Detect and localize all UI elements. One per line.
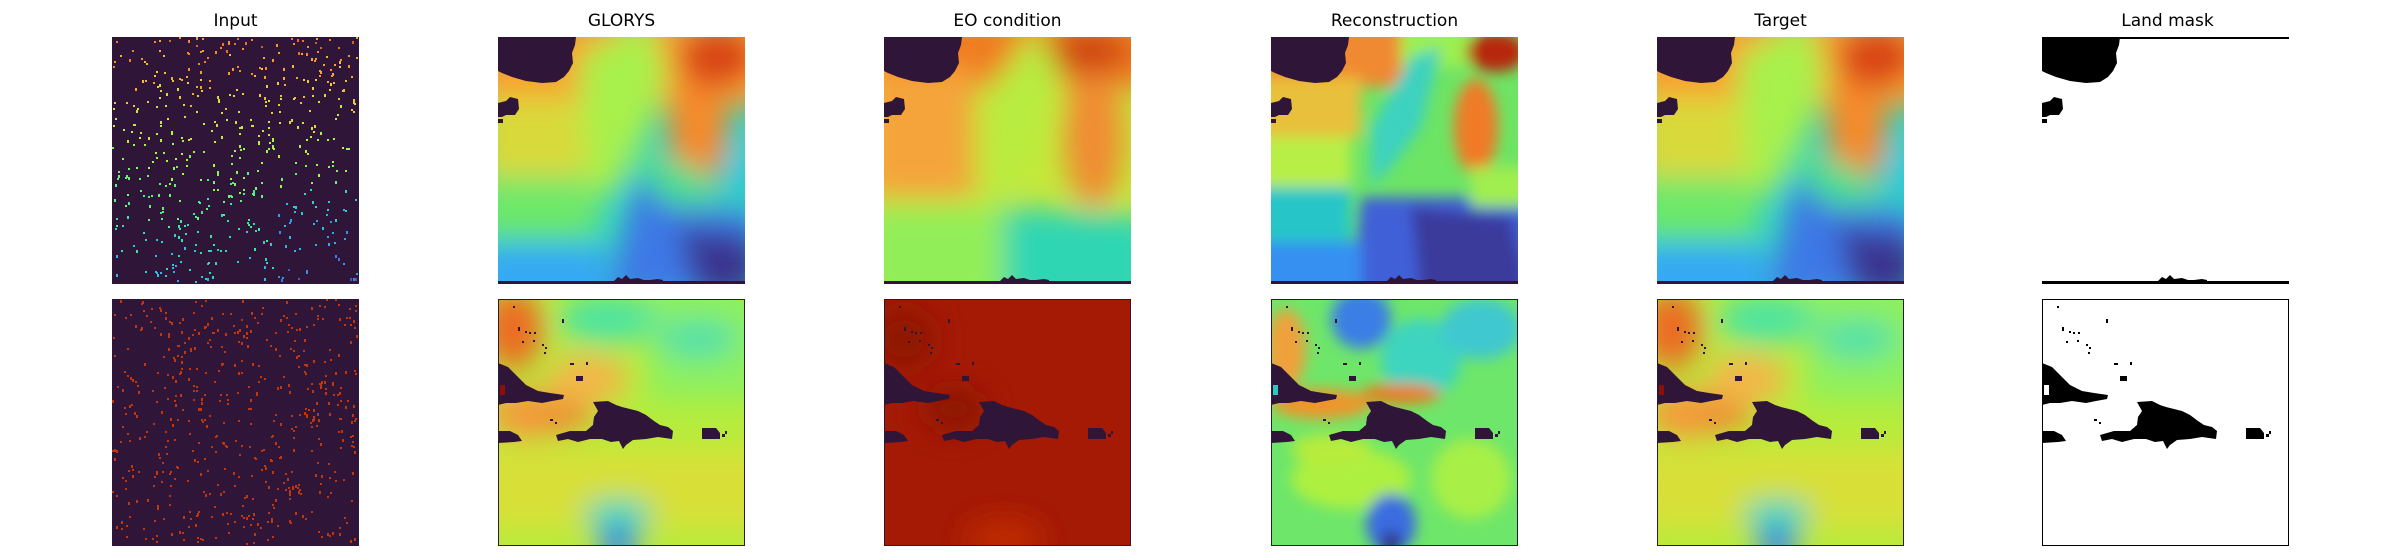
sparse-observation-points (112, 37, 358, 283)
panel-target-bottom (1657, 299, 1904, 546)
panel-reconstruction-bottom (1271, 299, 1518, 546)
panel-reconstruction-top (1271, 37, 1518, 284)
panel-eo-condition-top (884, 37, 1131, 284)
panel-glorys-bottom (498, 299, 745, 546)
ssh-field-glorys-top (498, 37, 745, 284)
column-title-input: Input (213, 11, 258, 31)
ssh-field-glorys-bottom (498, 299, 745, 546)
panel-eo-condition-bottom (884, 299, 1131, 546)
ssh-field-reconstruction-bottom (1271, 299, 1518, 546)
land-mask-top (2042, 37, 2289, 284)
column-title-eo-condition: EO condition (953, 11, 1062, 31)
panel-land-mask-bottom (2042, 299, 2289, 546)
ssh-field-reconstruction-top (1271, 37, 1518, 284)
sparse-observation-points (112, 299, 358, 545)
ssh-field-target-bottom (1657, 299, 1904, 546)
ssh-field-target-top (1657, 37, 1904, 284)
panel-input-bottom (112, 299, 359, 546)
column-title-land-mask: Land mask (2121, 11, 2214, 31)
ssh-field-eo-bottom (884, 299, 1131, 546)
panel-input-top (112, 37, 359, 284)
column-title-reconstruction: Reconstruction (1330, 11, 1459, 31)
land-mask-bottom (2042, 306, 2271, 449)
column-title-glorys: GLORYS (587, 11, 656, 31)
panel-land-mask-top (2042, 37, 2289, 284)
column-title-target: Target (1754, 11, 1807, 31)
ssh-field-eo-top (884, 37, 1131, 284)
panel-target-top (1657, 37, 1904, 284)
panel-glorys-top (498, 37, 745, 284)
